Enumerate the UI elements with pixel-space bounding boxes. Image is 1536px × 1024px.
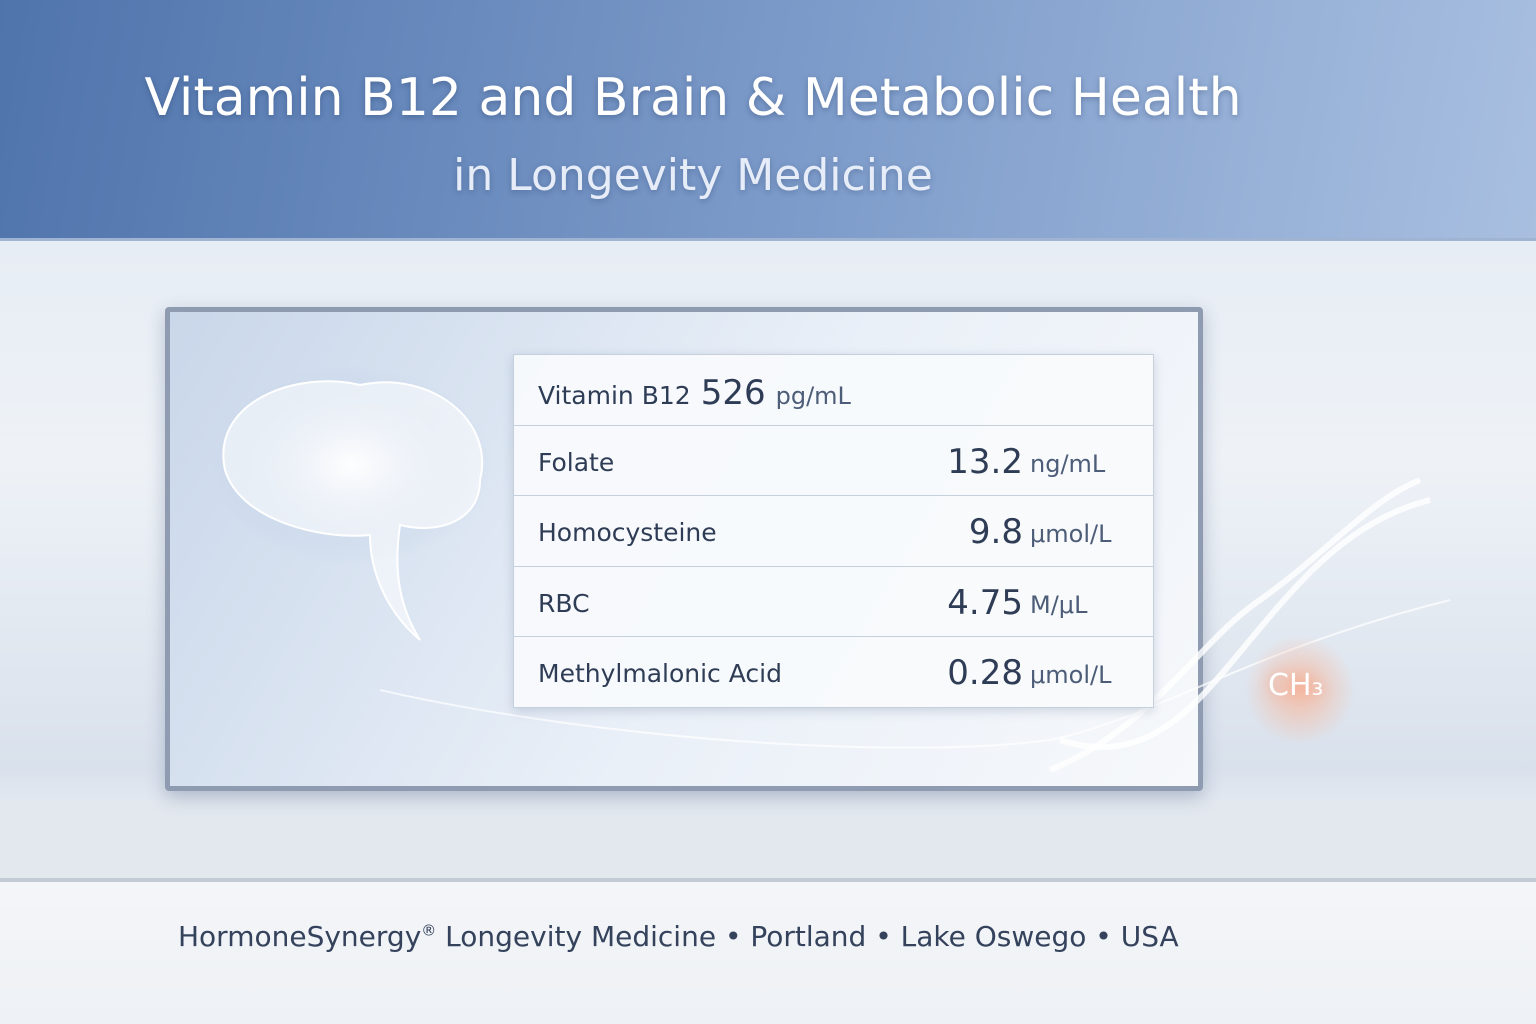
- table-row: RBC 4.75 M/μL: [514, 567, 1153, 637]
- row-unit: μmol/L: [1030, 661, 1112, 689]
- desk: [0, 800, 1536, 880]
- footer-brand: HormoneSynergy: [178, 920, 422, 953]
- footer: HormoneSynergy® Longevity Medicine • Por…: [178, 920, 1179, 953]
- footer-mark: ®: [421, 921, 437, 940]
- row-value: 0.28: [947, 653, 1023, 693]
- table-row: Folate 13.2 ng/mL: [514, 426, 1153, 496]
- dna-strand: [1048, 477, 1422, 773]
- row-name: RBC: [538, 588, 590, 618]
- subtitle: in Longevity Medicine: [453, 150, 933, 201]
- row-content: Vitamin B12 526 pg/mL: [538, 373, 861, 413]
- row-value: 4.75: [947, 582, 1023, 623]
- lab-table: Vitamin B12 526 pg/mL Folate 13.2 ng/mL Homo…: [513, 354, 1154, 708]
- row-name: Homocysteine: [538, 518, 717, 547]
- brain: [222, 380, 483, 641]
- title: Vitamin B12 and Brain & Metabolic Health: [144, 68, 1242, 128]
- row-value: 9.8: [968, 512, 1023, 552]
- row-unit: M/μL: [1030, 590, 1088, 619]
- table-row: Methylmalonic Acid 0.28 μmol/L: [514, 637, 1153, 707]
- row-unit: pg/mL: [775, 382, 851, 410]
- row-name: Folate: [538, 447, 615, 477]
- row-unit: μmol/L: [1030, 520, 1112, 548]
- header: Vitamin B12 and Brain & Metabolic Health…: [0, 0, 1536, 241]
- row-unit: ng/mL: [1030, 449, 1106, 478]
- row-name: Methylmalonic Acid: [538, 659, 782, 688]
- dna-strand: [1059, 497, 1431, 751]
- table-row: Vitamin B12 526 pg/mL: [514, 355, 1153, 426]
- row-value: 13.2: [947, 441, 1023, 482]
- table-row: Homocysteine 9.8 μmol/L: [514, 496, 1153, 567]
- footer-text: Longevity Medicine • Portland • Lake Osw…: [445, 920, 1179, 953]
- dna-label: CH₃: [1268, 668, 1324, 703]
- ch3-glow: [1245, 635, 1355, 745]
- row-value: 526: [700, 373, 766, 413]
- desk-edge: [0, 878, 1536, 882]
- row-name: Vitamin B12: [538, 381, 691, 410]
